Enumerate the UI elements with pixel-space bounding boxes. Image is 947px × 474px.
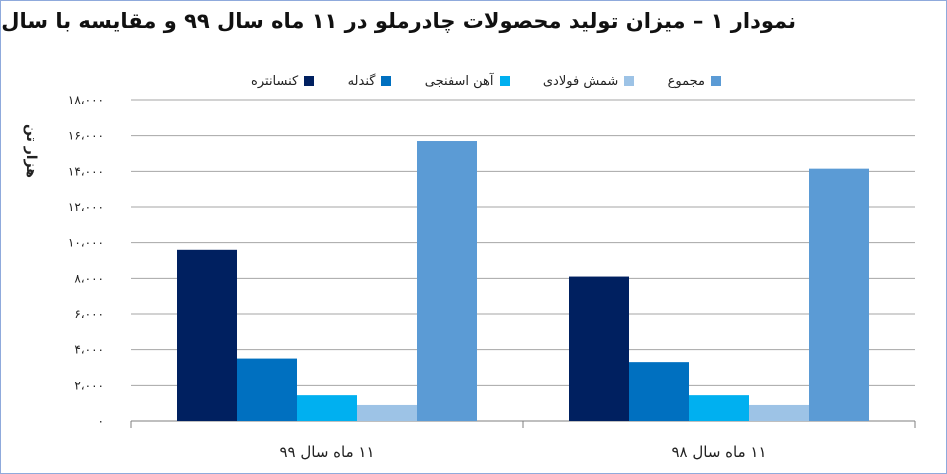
legend: کنسانتره گندله آهن اسفنجی شمش فولادی مجموع — [251, 69, 721, 93]
y-tick-label: ۱۰،۰۰۰ — [68, 236, 104, 250]
bar — [417, 141, 477, 421]
legend-swatch — [499, 76, 510, 86]
y-axis-label: هزار تن — [23, 123, 39, 178]
y-tick-label: ۱۸،۰۰۰ — [68, 93, 104, 107]
legend-label: کنسانتره — [251, 73, 299, 89]
y-tick-label: ۶،۰۰۰ — [74, 307, 104, 321]
bar — [357, 404, 417, 421]
legend-label: مجموع — [667, 73, 705, 89]
legend-label: آهن اسفنجی — [424, 73, 494, 89]
bar — [689, 395, 749, 421]
legend-swatch — [381, 76, 392, 86]
bar — [749, 404, 809, 421]
bar — [629, 362, 689, 421]
y-tick-label: ۱۶،۰۰۰ — [68, 129, 104, 143]
y-tick-label: ۲،۰۰۰ — [74, 378, 104, 392]
y-tick-label: ۱۴،۰۰۰ — [68, 164, 104, 178]
x-tick-label: ۱۱ ماه سال ۹۹ — [279, 443, 374, 461]
bar — [809, 168, 869, 421]
legend-item: شمش فولادی — [542, 73, 635, 89]
bar — [569, 276, 629, 421]
legend-label: گندله — [347, 73, 376, 89]
legend-item: کنسانتره — [251, 73, 315, 89]
y-tick-label: ۱۲،۰۰۰ — [68, 200, 104, 214]
legend-swatch — [304, 76, 315, 86]
x-tick-label: ۱۱ ماه سال ۹۸ — [671, 443, 766, 461]
bar — [297, 395, 357, 421]
legend-item: گندله — [348, 74, 392, 89]
bar — [177, 249, 237, 421]
chart-title: نمودار ۱ – میزان تولید محصولات چادرملو د… — [0, 9, 796, 33]
legend-label: شمش فولادی — [542, 73, 619, 89]
y-tick-label: ۸،۰۰۰ — [74, 271, 104, 285]
y-tick-label: ۴،۰۰۰ — [74, 343, 104, 357]
legend-swatch — [711, 76, 721, 86]
y-tick-label: ۰ — [98, 414, 104, 428]
legend-item: آهن اسفنجی — [425, 74, 510, 89]
legend-item: مجموع — [668, 74, 721, 89]
legend-swatch — [624, 76, 635, 86]
bar — [237, 358, 297, 421]
